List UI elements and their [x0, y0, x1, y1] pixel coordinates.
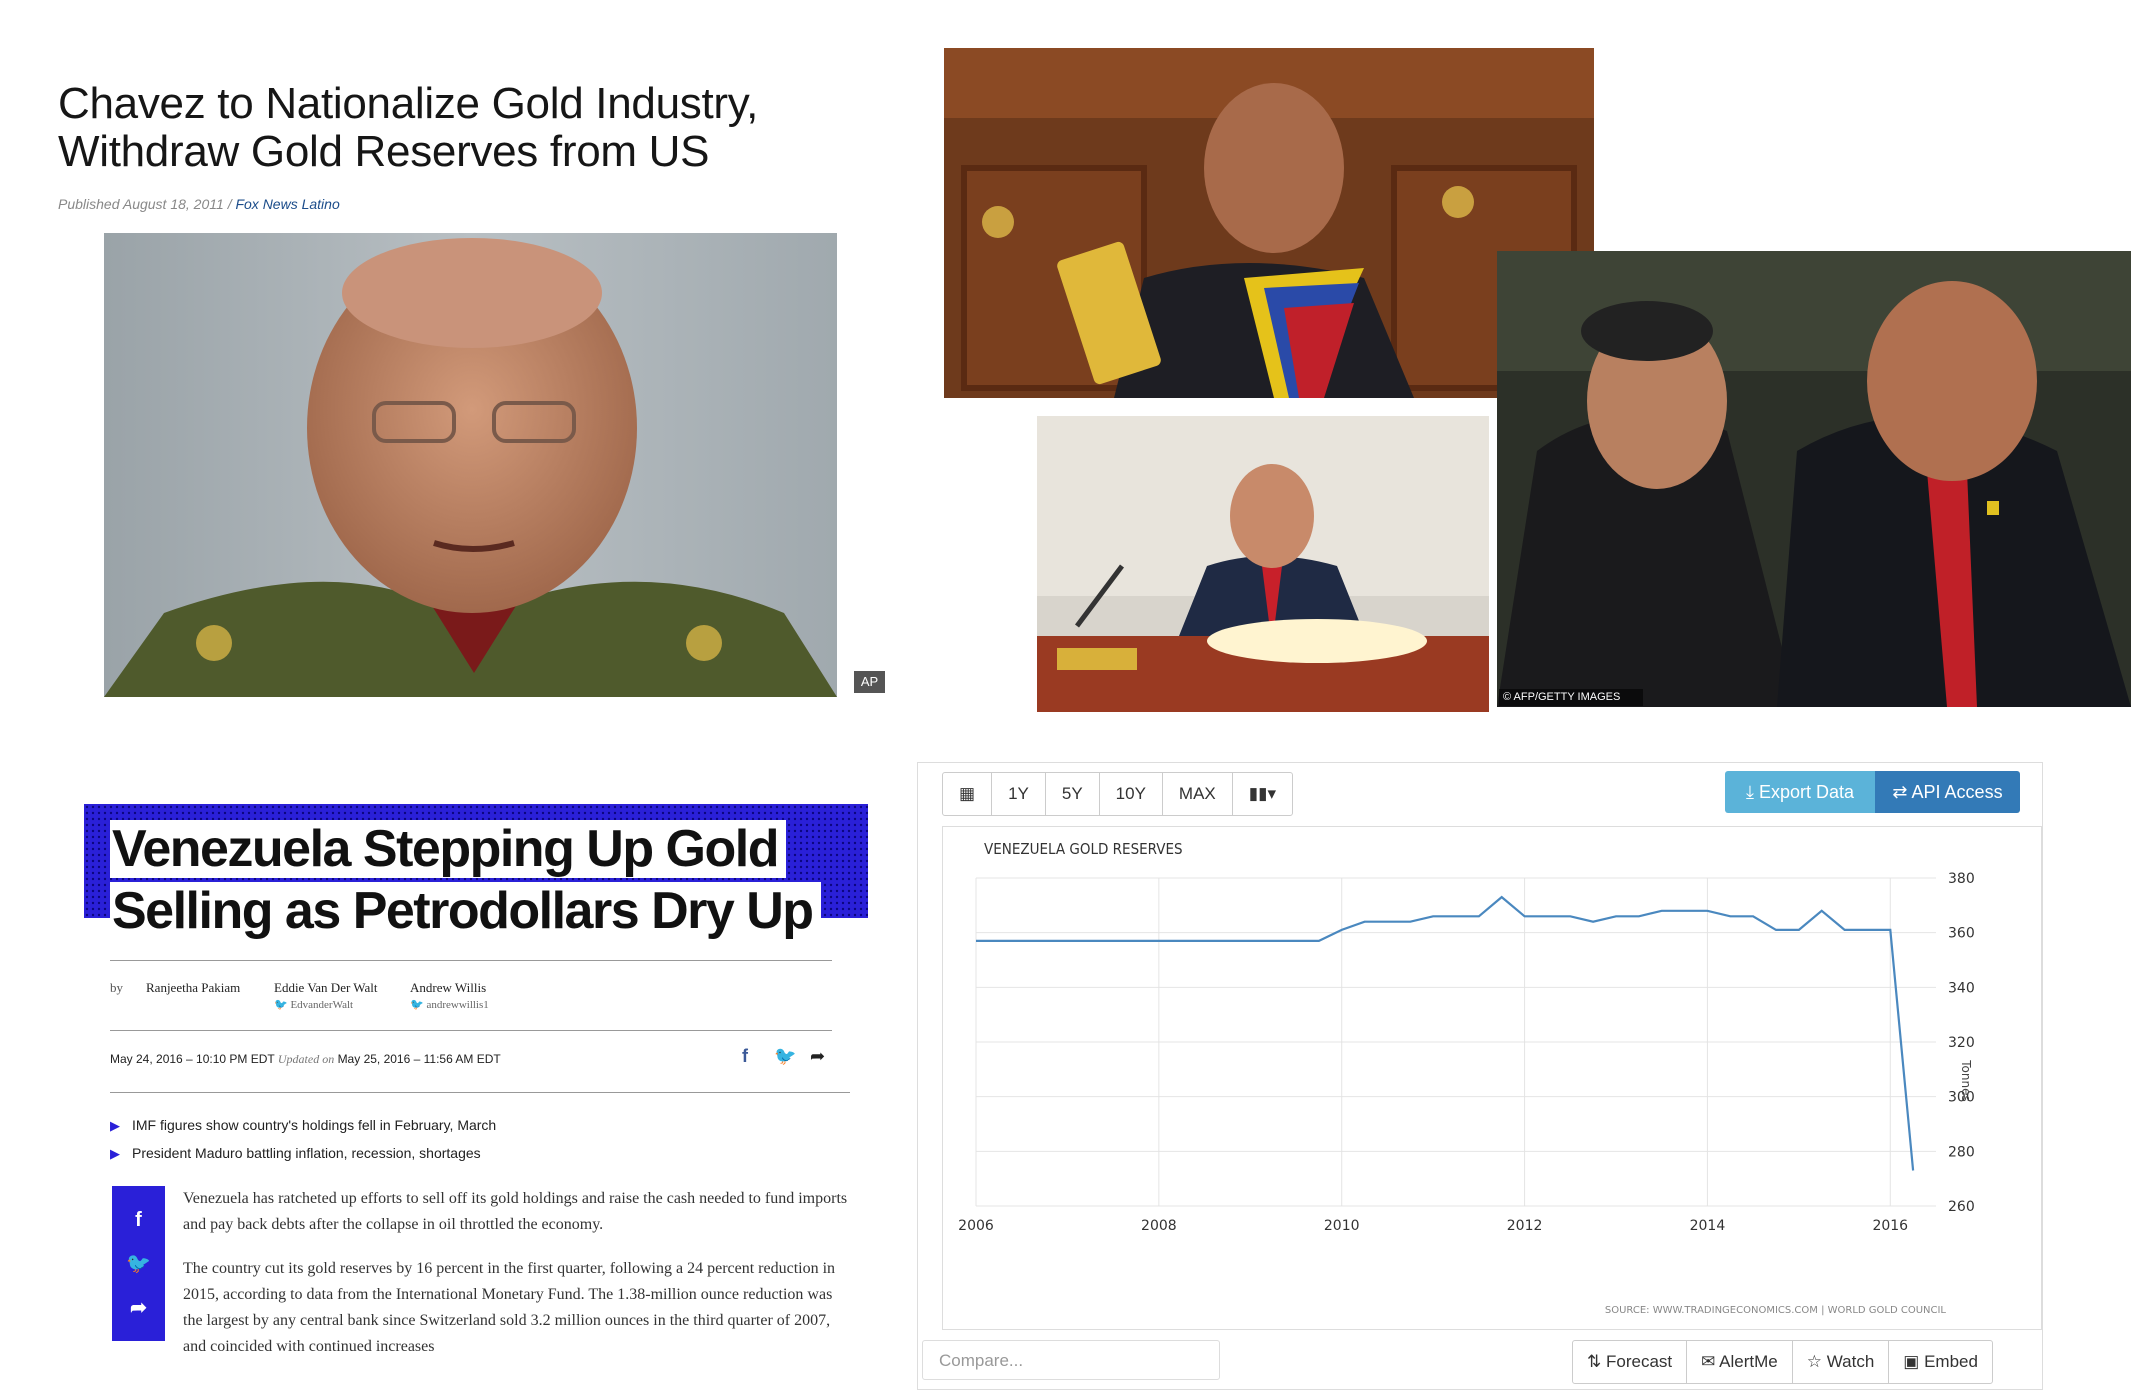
divider: [110, 1030, 832, 1031]
embed-label: Embed: [1924, 1352, 1978, 1371]
y-tick-label: 380: [1948, 871, 1975, 887]
fox-headline: Chavez to Nationalize Gold Industry, Wit…: [58, 80, 858, 176]
article-paragraph: Venezuela has ratcheted up efforts to se…: [183, 1190, 848, 1233]
envelope-icon: ✉: [1701, 1352, 1716, 1371]
facebook-icon[interactable]: f: [135, 1209, 142, 1231]
twitter-bird-icon: 🐦: [410, 999, 424, 1011]
fox-headline-line1: Chavez to Nationalize Gold Industry,: [58, 79, 759, 128]
chavez-ahmadinejad-photo: [1497, 251, 2131, 707]
chavez-desk-photo: [1037, 416, 1489, 712]
bloomberg-headline: Venezuela Stepping Up Gold Selling as Pe…: [110, 818, 821, 942]
bloomberg-headline-line1: Venezuela Stepping Up Gold: [110, 820, 786, 878]
y-tick-label: 280: [1948, 1144, 1975, 1160]
calendar-icon[interactable]: ▦: [943, 773, 993, 815]
bullet-text: President Maduro battling inflation, rec…: [132, 1145, 481, 1161]
chart-title: VENEZUELA GOLD RESERVES: [984, 840, 1183, 858]
y-tick-label: 360: [1948, 926, 1975, 942]
chavez-gold-bar-photo: [944, 48, 1594, 398]
bloomberg-headline-line2: Selling as Petrodollars Dry Up: [110, 882, 821, 940]
summary-bullet: ▶ President Maduro battling inflation, re…: [110, 1145, 481, 1162]
trading-economics-panel: [917, 762, 2043, 1390]
x-tick-label: 2006: [958, 1218, 994, 1234]
fox-source-link[interactable]: Fox News Latino: [235, 196, 340, 212]
side-share-bar: f 🐦 ➦: [112, 1186, 165, 1341]
range-10y-button[interactable]: 10Y: [1100, 773, 1163, 815]
divider: [110, 960, 832, 961]
exchange-icon: ⇄: [1892, 782, 1908, 802]
share-arrow-icon[interactable]: ➦: [810, 1046, 826, 1066]
author-handle-text: EdvanderWalt: [290, 999, 354, 1011]
author-handle[interactable]: 🐦 EdvanderWalt: [274, 998, 353, 1011]
star-icon: ☆: [1806, 1352, 1822, 1371]
updated-label: Updated on: [277, 1052, 335, 1066]
alertme-label: AlertMe: [1719, 1352, 1778, 1371]
ap-photo-credit: AP: [854, 671, 885, 693]
fox-headline-line2: Withdraw Gold Reserves from US: [58, 127, 710, 176]
fox-published: Published August 18, 2011: [58, 196, 224, 212]
export-data-button[interactable]: ⤓ Export Data: [1725, 771, 1875, 813]
x-tick-label: 2008: [1141, 1218, 1177, 1234]
share-arrow-icon[interactable]: ➦: [130, 1297, 147, 1319]
compare-input[interactable]: Compare...: [922, 1340, 1220, 1380]
source-note: SOURCE: WWW.TRADINGECONOMICS.COM | WORLD…: [1605, 1305, 1947, 1316]
author-name[interactable]: Ranjeetha Pakiam: [146, 980, 241, 995]
chart-range-toolbar: ▦ 1Y 5Y 10Y MAX ▮▮▾: [942, 772, 1293, 816]
afp-photo-credit: © AFP/GETTY IMAGES: [1499, 689, 1643, 706]
download-icon: ⤓: [1745, 782, 1754, 802]
watch-button[interactable]: ☆ Watch: [1793, 1341, 1890, 1383]
forecast-label: Forecast: [1605, 1352, 1673, 1371]
fox-separator: /: [227, 196, 232, 212]
bullet-triangle-icon: ▶: [110, 1146, 120, 1161]
x-axis-ticks: 2006 2008 2010 2012 2014 2016: [958, 1218, 1908, 1234]
y-tick-label: 260: [1948, 1199, 1975, 1215]
x-tick-label: 2014: [1690, 1218, 1726, 1234]
bullet-text: IMF figures show country's holdings fell…: [132, 1117, 497, 1133]
published-date: May 24, 2016 – 10:10 PM EDT: [110, 1052, 275, 1066]
x-tick-label: 2012: [1507, 1218, 1543, 1234]
twitter-icon[interactable]: 🐦: [774, 1046, 797, 1066]
article-paragraph: The country cut its gold reserves by 16 …: [183, 1260, 836, 1355]
y-axis-ticks: 260 280 300 320 340 360 380: [1948, 871, 1975, 1215]
alertme-button[interactable]: ✉ AlertMe: [1687, 1341, 1793, 1383]
watch-label: Watch: [1826, 1352, 1875, 1371]
image-icon: ▣: [1903, 1352, 1920, 1371]
range-5y-button[interactable]: 5Y: [1046, 773, 1100, 815]
y-tick-label: 340: [1948, 980, 1975, 996]
series-line: [976, 895, 1915, 1171]
divider: [110, 1092, 850, 1093]
chart-actions-toolbar: ⇅ Forecast ✉ AlertMe ☆ Watch ▣ Embed: [1572, 1340, 1993, 1384]
export-data-label: Export Data: [1758, 782, 1855, 802]
gold-reserves-chart: VENEZUELA GOLD RESERVES 260 280 300 320 340 3…: [958, 840, 1975, 1316]
range-max-button[interactable]: MAX: [1163, 773, 1233, 815]
y-axis-label: Tonnes: [1959, 1059, 1973, 1101]
author-handle-text: andrewwillis1: [426, 999, 489, 1011]
api-access-label: API Access: [1911, 782, 2003, 802]
author-name[interactable]: Andrew Willis: [410, 980, 487, 995]
range-1y-button[interactable]: 1Y: [992, 773, 1046, 815]
twitter-icon[interactable]: 🐦: [126, 1253, 151, 1275]
chavez-portrait-photo: [104, 233, 837, 697]
chart-type-dropdown-icon[interactable]: ▮▮▾: [1248, 784, 1276, 803]
author-handle[interactable]: 🐦 andrewwillis1: [410, 998, 489, 1011]
bullet-triangle-icon: ▶: [110, 1118, 120, 1133]
author-name[interactable]: Eddie Van Der Walt: [274, 980, 378, 995]
embed-button[interactable]: ▣ Embed: [1889, 1341, 1992, 1383]
y-tick-label: 320: [1948, 1035, 1975, 1051]
facebook-icon[interactable]: f: [742, 1046, 748, 1066]
article-dates: May 24, 2016 – 10:10 PM EDT Updated on M…: [110, 1052, 501, 1067]
summary-bullet: ▶ IMF figures show country's holdings fel…: [110, 1117, 496, 1134]
twitter-bird-icon: 🐦: [274, 999, 288, 1011]
fox-meta: Published August 18, 2011 / Fox News Lat…: [58, 196, 340, 212]
byline-label: by: [110, 980, 123, 995]
chart-frame: [942, 826, 2042, 1330]
updated-date: May 25, 2016 – 11:56 AM EDT: [337, 1052, 501, 1066]
x-tick-label: 2016: [1872, 1218, 1908, 1234]
forecast-icon: ⇅: [1587, 1352, 1602, 1371]
forecast-button[interactable]: ⇅ Forecast: [1573, 1341, 1688, 1383]
api-access-button[interactable]: ⇄ API Access: [1875, 771, 2020, 813]
y-tick-label: 300: [1948, 1090, 1975, 1106]
chart-grid: [975, 877, 1936, 1207]
x-tick-label: 2010: [1324, 1218, 1360, 1234]
